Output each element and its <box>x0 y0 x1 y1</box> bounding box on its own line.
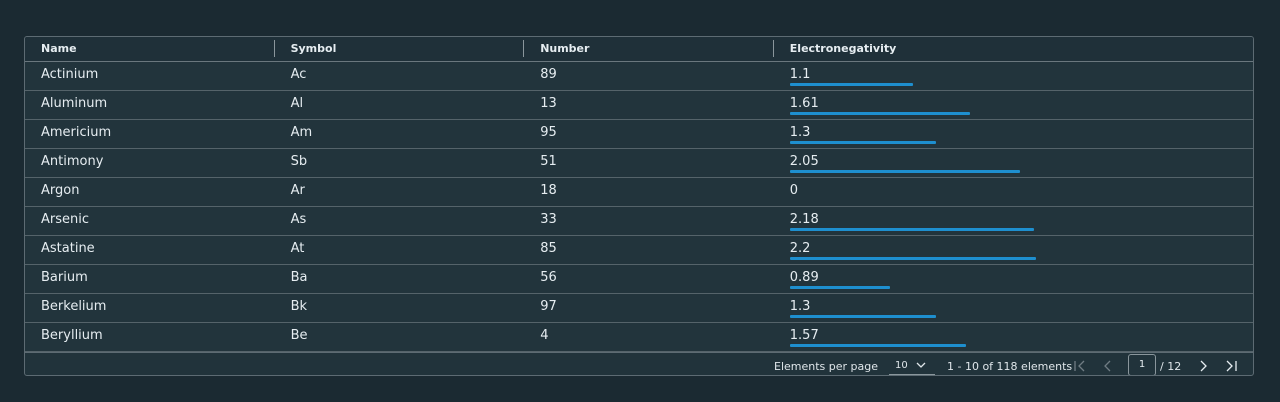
cell-name: Barium <box>41 270 88 285</box>
cell-number: 18 <box>540 183 557 198</box>
pagination-range-text: 1 - 10 of 118 elements <box>947 360 1073 373</box>
total-pages-text: / 12 <box>1160 360 1182 373</box>
cell-symbol: Sb <box>290 154 308 169</box>
datagrid: Name Symbol Number Electronegativity Act… <box>24 36 1254 376</box>
cell-electronegativity: 1.3 <box>774 294 1253 322</box>
cell-symbol: Ac <box>290 67 307 82</box>
first-page-icon <box>1072 358 1088 374</box>
cell-name: Arsenic <box>41 212 90 227</box>
cell-electronegativity: 1.57 <box>774 323 1253 351</box>
table-row: Arsenic As 33 2.18 <box>25 207 1253 236</box>
chevron-down-icon <box>915 357 927 375</box>
cell-symbol: At <box>290 241 305 256</box>
cell-number: 89 <box>540 67 557 82</box>
next-page-button[interactable] <box>1195 358 1211 374</box>
cell-symbol: Be <box>290 328 308 343</box>
elements-per-page-value: 10 <box>895 360 908 371</box>
cell-number: 56 <box>540 270 557 285</box>
table-row: Barium Ba 56 0.89 <box>25 265 1253 294</box>
electronegativity-bar <box>789 344 966 347</box>
cell-electronegativity: 2.05 <box>774 149 1253 177</box>
electronegativity-value: 1.3 <box>789 125 811 140</box>
table-row: Berkelium Bk 97 1.3 <box>25 294 1253 323</box>
cell-name: Argon <box>41 183 80 198</box>
cell-name: Berkelium <box>41 299 107 314</box>
table-row: Aluminum Al 13 1.61 <box>25 91 1253 120</box>
cell-symbol: As <box>290 212 307 227</box>
table-row: Argon Ar 18 0 <box>25 178 1253 207</box>
current-page-input[interactable]: 1 <box>1128 354 1156 375</box>
cell-symbol: Ba <box>290 270 308 285</box>
electronegativity-bar <box>789 315 936 318</box>
table-row: Astatine At 85 2.2 <box>25 236 1253 265</box>
column-resize-handle[interactable] <box>772 40 774 57</box>
chevron-right-icon <box>1195 358 1211 374</box>
cell-symbol: Am <box>290 125 313 140</box>
cell-electronegativity: 0 <box>774 178 1253 206</box>
cell-name: Antimony <box>41 154 104 169</box>
table-row: Americium Am 95 1.3 <box>25 120 1253 149</box>
column-header-symbol[interactable]: Symbol <box>275 37 525 61</box>
cell-electronegativity: 2.2 <box>774 236 1253 264</box>
electronegativity-bar <box>789 170 1020 173</box>
cell-number: 33 <box>540 212 557 227</box>
cell-electronegativity: 1.3 <box>774 120 1253 148</box>
cell-electronegativity: 2.18 <box>774 207 1253 235</box>
elements-per-page-label: Elements per page <box>774 360 879 373</box>
table-header: Name Symbol Number Electronegativity <box>25 37 1253 62</box>
electronegativity-value: 1.1 <box>789 67 811 82</box>
table-body: Actinium Ac 89 1.1 Aluminum Al 13 1.61 A… <box>25 62 1253 352</box>
cell-name: Americium <box>41 125 112 140</box>
cell-name: Beryllium <box>41 328 103 343</box>
electronegativity-value: 2.05 <box>789 154 819 169</box>
cell-name: Astatine <box>41 241 95 256</box>
electronegativity-value: 1.3 <box>789 299 811 314</box>
cell-symbol: Bk <box>290 299 308 314</box>
column-resize-handle[interactable] <box>523 40 525 57</box>
first-page-button[interactable] <box>1072 358 1088 374</box>
cell-number: 95 <box>540 125 557 140</box>
column-resize-handle[interactable] <box>273 40 275 57</box>
last-page-icon <box>1223 358 1239 374</box>
table-row: Beryllium Be 4 1.57 <box>25 323 1253 352</box>
cell-symbol: Ar <box>290 183 305 198</box>
electronegativity-value: 1.57 <box>789 328 819 343</box>
cell-electronegativity: 0.89 <box>774 265 1253 293</box>
electronegativity-value: 0 <box>789 183 799 198</box>
cell-number: 4 <box>540 328 549 343</box>
electronegativity-value: 2.18 <box>789 212 819 227</box>
last-page-button[interactable] <box>1223 358 1239 374</box>
pagination-footer: Elements per page 10 1 - 10 of 118 eleme… <box>25 352 1253 375</box>
cell-electronegativity: 1.1 <box>774 62 1253 90</box>
cell-number: 85 <box>540 241 557 256</box>
electronegativity-bar <box>789 83 913 86</box>
cell-name: Aluminum <box>41 96 108 111</box>
chevron-left-icon <box>1100 358 1116 374</box>
elements-per-page-select[interactable]: 10 <box>889 357 935 375</box>
electronegativity-bar <box>789 141 936 144</box>
cell-number: 13 <box>540 96 557 111</box>
previous-page-button[interactable] <box>1100 358 1116 374</box>
cell-name: Actinium <box>41 67 99 82</box>
electronegativity-bar <box>789 112 970 115</box>
column-header-number[interactable]: Number <box>524 37 774 61</box>
electronegativity-bar <box>789 286 890 289</box>
cell-number: 97 <box>540 299 557 314</box>
table-row: Actinium Ac 89 1.1 <box>25 62 1253 91</box>
column-header-electronegativity[interactable]: Electronegativity <box>789 42 897 55</box>
table-row: Antimony Sb 51 2.05 <box>25 149 1253 178</box>
electronegativity-value: 0.89 <box>789 270 819 285</box>
cell-electronegativity: 1.61 <box>774 91 1253 119</box>
electronegativity-value: 1.61 <box>789 96 819 111</box>
cell-number: 51 <box>540 154 557 169</box>
electronegativity-value: 2.2 <box>789 241 811 256</box>
cell-symbol: Al <box>290 96 304 111</box>
electronegativity-bar <box>789 257 1036 260</box>
column-header-name[interactable]: Name <box>25 37 275 61</box>
electronegativity-bar <box>789 228 1034 231</box>
